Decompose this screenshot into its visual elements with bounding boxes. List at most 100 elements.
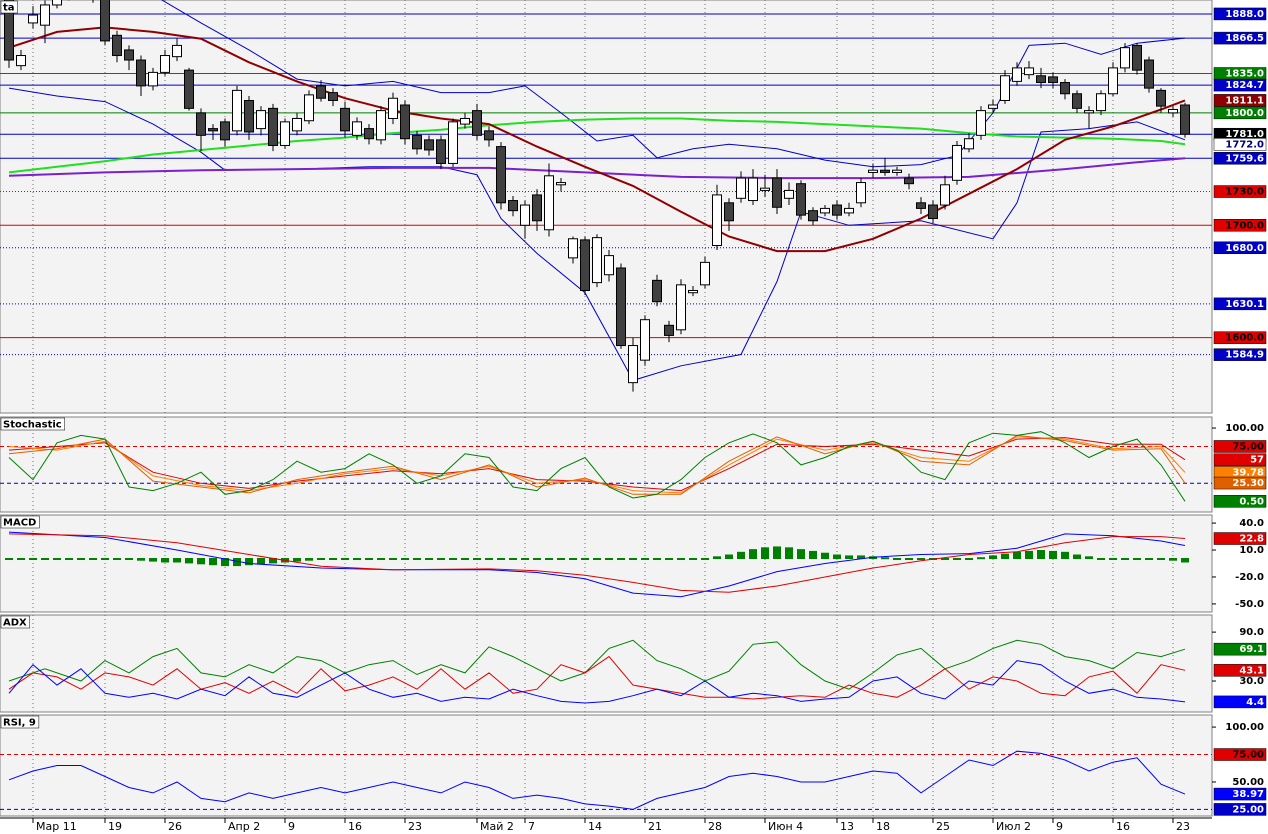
candle-body <box>1156 89 1166 107</box>
x-tick-label: 14 <box>588 820 602 833</box>
histogram-bar <box>293 558 301 562</box>
x-tick-label: 7 <box>528 820 535 833</box>
candle-body <box>340 107 350 132</box>
histogram-bar <box>533 558 541 561</box>
level-label: 1680.0 <box>1225 243 1264 254</box>
x-tick-label: 23 <box>1176 820 1190 833</box>
candle-body <box>16 55 26 67</box>
histogram-bar <box>905 558 913 561</box>
x-tick-label: 9 <box>288 820 295 833</box>
histogram-bar <box>641 558 649 561</box>
level-label: 1772.0 <box>1225 139 1264 150</box>
candle-body <box>1084 110 1094 114</box>
panel <box>0 0 1212 413</box>
candle-body <box>328 92 338 101</box>
candle-body <box>1012 67 1022 82</box>
candle-body <box>868 169 878 173</box>
end-label: 43.1 <box>1239 665 1264 676</box>
level-label: 75.00 <box>1232 441 1264 452</box>
histogram-bar <box>713 556 721 560</box>
level-label-box <box>1213 185 1267 198</box>
candle-body <box>400 104 410 140</box>
x-tick-label: 21 <box>648 820 662 833</box>
candle-body <box>148 71 158 87</box>
candle-body <box>484 130 494 141</box>
histogram-bar <box>785 547 793 560</box>
end-label-box <box>1213 453 1267 466</box>
candle-body <box>748 177 758 202</box>
histogram-bar <box>329 558 337 561</box>
x-tick-label: 19 <box>108 820 122 833</box>
histogram-bar <box>557 558 565 561</box>
histogram-bar <box>509 558 517 561</box>
indicator-line <box>8 436 1186 494</box>
histogram-bar <box>1157 558 1165 561</box>
histogram-bar <box>617 558 625 561</box>
histogram-bar <box>749 549 757 560</box>
histogram-bar <box>701 558 709 561</box>
level-label: 1835.0 <box>1225 69 1264 80</box>
histogram-bar <box>821 552 829 560</box>
level-label-box <box>1213 106 1267 120</box>
level-label: 1811.1 <box>1225 95 1264 106</box>
level-label: 1630.1 <box>1225 299 1264 310</box>
candle-body <box>412 134 422 150</box>
candle-body <box>772 177 782 208</box>
level-label: 1800.0 <box>1225 108 1264 119</box>
histogram-bar <box>881 557 889 560</box>
candle-body <box>304 94 314 122</box>
level-label: 25.00 <box>1232 804 1264 815</box>
x-tick-label: 13 <box>840 820 854 833</box>
x-tick-label: 18 <box>876 820 890 833</box>
histogram-bar <box>1169 558 1177 561</box>
histogram-bar <box>809 550 817 560</box>
candle-body <box>556 182 566 186</box>
panel-title: Stochastic <box>3 420 62 431</box>
candle-body <box>1096 93 1106 112</box>
candle-body <box>508 200 518 212</box>
histogram-bar <box>413 558 421 561</box>
candle-body <box>664 324 674 336</box>
histogram-bar <box>665 558 673 561</box>
histogram-bar <box>1073 554 1081 560</box>
end-label: 39.78 <box>1232 467 1264 478</box>
histogram-bar <box>77 558 85 561</box>
histogram-bar <box>185 558 193 564</box>
histogram-bar <box>113 558 121 561</box>
indicator-line <box>8 655 1186 700</box>
histogram-bar <box>317 558 325 561</box>
histogram-bar <box>521 558 529 561</box>
candle-body <box>652 279 662 303</box>
candle-body <box>712 194 722 247</box>
candle-body <box>976 110 986 136</box>
candle-body <box>796 183 806 216</box>
candle-body <box>1036 75 1046 84</box>
histogram-bar <box>725 554 733 560</box>
candle-body <box>532 194 542 222</box>
candle-body <box>1000 75 1010 101</box>
candle-body <box>676 284 686 331</box>
candle-body <box>700 261 710 286</box>
histogram-bar <box>629 558 637 561</box>
y-tick-label: 10.0 <box>1239 545 1264 556</box>
candle-body <box>808 210 818 222</box>
candle-body <box>208 128 218 132</box>
level-label-box <box>1213 748 1267 761</box>
candle-body <box>40 4 50 26</box>
histogram-bar <box>1133 558 1141 561</box>
candle-body <box>112 34 122 57</box>
candle-body <box>1168 108 1178 114</box>
histogram-bar <box>485 558 493 561</box>
histogram-bar <box>1001 553 1009 560</box>
histogram-bar <box>833 554 841 560</box>
level-label-box <box>1213 78 1267 92</box>
indicator-line <box>8 750 1186 810</box>
panel-title: ADX <box>3 618 27 629</box>
candle-body <box>760 187 770 191</box>
level-label-box <box>1213 94 1267 107</box>
histogram-bar <box>437 558 445 561</box>
histogram-bar <box>41 558 49 561</box>
indicator-line <box>8 434 1186 495</box>
histogram-bar <box>17 558 25 561</box>
candle-body <box>592 237 602 284</box>
